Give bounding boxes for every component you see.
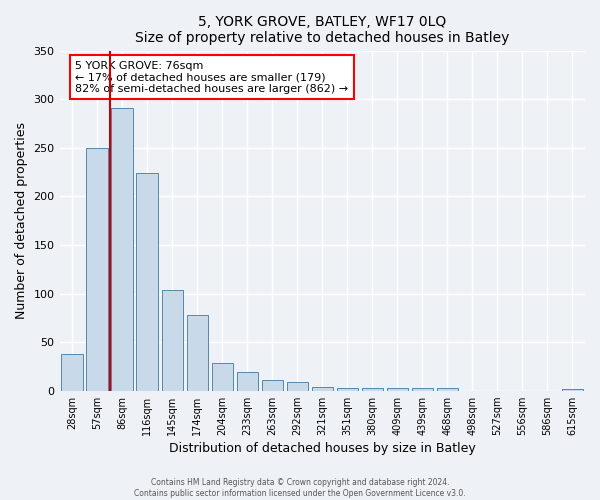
Bar: [262, 380, 283, 390]
Bar: [562, 389, 583, 390]
Bar: [136, 173, 158, 390]
Bar: [412, 388, 433, 390]
Bar: [362, 388, 383, 390]
Bar: [212, 364, 233, 390]
Bar: [187, 315, 208, 390]
Bar: [112, 108, 133, 391]
Bar: [337, 388, 358, 390]
X-axis label: Distribution of detached houses by size in Batley: Distribution of detached houses by size …: [169, 442, 476, 455]
Bar: [437, 388, 458, 390]
Bar: [311, 387, 333, 390]
Bar: [86, 148, 108, 390]
Text: Contains HM Land Registry data © Crown copyright and database right 2024.
Contai: Contains HM Land Registry data © Crown c…: [134, 478, 466, 498]
Bar: [161, 290, 183, 390]
Text: 5 YORK GROVE: 76sqm
← 17% of detached houses are smaller (179)
82% of semi-detac: 5 YORK GROVE: 76sqm ← 17% of detached ho…: [76, 60, 349, 94]
Bar: [387, 388, 408, 390]
Title: 5, YORK GROVE, BATLEY, WF17 0LQ
Size of property relative to detached houses in : 5, YORK GROVE, BATLEY, WF17 0LQ Size of …: [135, 15, 509, 45]
Bar: [236, 372, 258, 390]
Bar: [61, 354, 83, 391]
Y-axis label: Number of detached properties: Number of detached properties: [15, 122, 28, 319]
Bar: [287, 382, 308, 390]
